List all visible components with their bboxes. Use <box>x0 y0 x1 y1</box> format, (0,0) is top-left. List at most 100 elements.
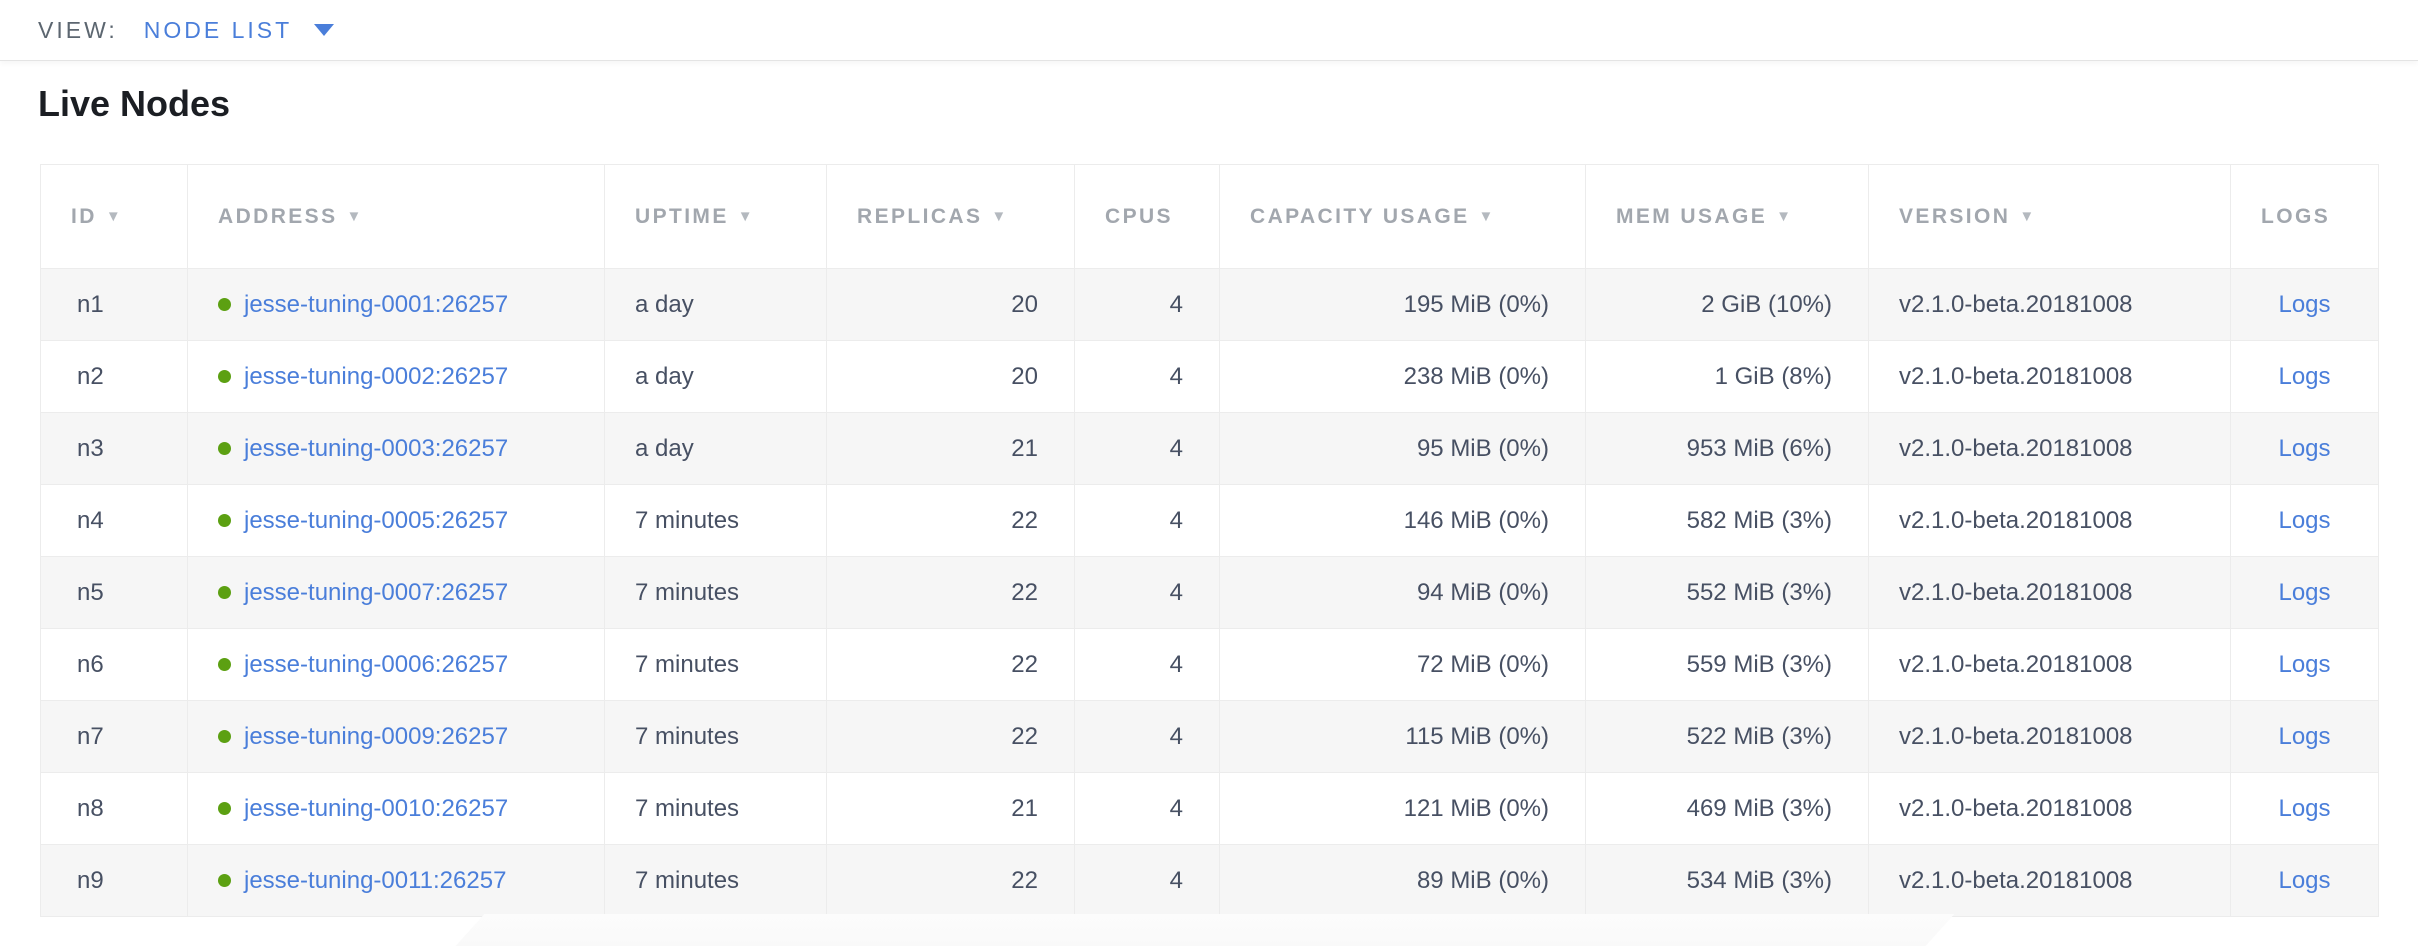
cell-address: jesse-tuning-0003:26257 <box>187 412 605 485</box>
node-address-link[interactable]: jesse-tuning-0003:26257 <box>244 434 509 462</box>
logs-link[interactable]: Logs <box>2278 866 2331 894</box>
cell-replicas: 22 <box>826 628 1075 701</box>
node-address-link[interactable]: jesse-tuning-0011:26257 <box>244 866 507 894</box>
cell-address: jesse-tuning-0002:26257 <box>187 340 605 413</box>
column-header-address[interactable]: ADDRESS ▼ <box>187 164 605 269</box>
cell-address: jesse-tuning-0007:26257 <box>187 556 605 629</box>
cell-capacity_usage: 121 MiB (0%) <box>1219 772 1586 845</box>
cell-capacity_usage: 72 MiB (0%) <box>1219 628 1586 701</box>
cell-capacity_usage: 89 MiB (0%) <box>1219 844 1586 917</box>
cell-capacity_usage: 146 MiB (0%) <box>1219 484 1586 557</box>
logs-link[interactable]: Logs <box>2278 290 2331 318</box>
cell-replicas: 22 <box>826 844 1075 917</box>
column-header-mem_usage[interactable]: MEM USAGE ▼ <box>1585 164 1869 269</box>
column-label: LOGS <box>2261 204 2331 228</box>
cell-id: n8 <box>40 772 188 845</box>
table-row: n9 jesse-tuning-0011:26257 7 minutes 22 4 89 … <box>40 844 2379 917</box>
cell-logs: Logs <box>2230 772 2379 845</box>
cell-id: n4 <box>40 484 188 557</box>
table-row: n1 jesse-tuning-0001:26257 a day 20 4 195 MiB… <box>40 268 2379 341</box>
cell-uptime: a day <box>604 340 827 413</box>
cell-logs: Logs <box>2230 844 2379 917</box>
column-label: REPLICAS <box>857 204 983 228</box>
cell-logs: Logs <box>2230 556 2379 629</box>
cell-uptime: 7 minutes <box>604 484 827 557</box>
node-address-link[interactable]: jesse-tuning-0006:26257 <box>244 650 509 678</box>
node-status-healthy-icon <box>218 513 231 527</box>
column-label: ADDRESS <box>218 204 338 228</box>
logs-link[interactable]: Logs <box>2278 722 2331 750</box>
cell-version: v2.1.0-beta.20181008 <box>1868 268 2231 341</box>
bottom-shadow-decoration <box>455 914 1955 946</box>
live-nodes-table: ID ▼ ADDRESS ▼ UPTIME ▼ REPLICAS ▼ CPUS CAPACITY … <box>40 164 2379 917</box>
cell-id: n7 <box>40 700 188 773</box>
node-address-link[interactable]: jesse-tuning-0001:26257 <box>244 290 509 318</box>
node-address-link[interactable]: jesse-tuning-0010:26257 <box>244 794 509 822</box>
cell-logs: Logs <box>2230 484 2379 557</box>
logs-link[interactable]: Logs <box>2278 506 2331 534</box>
node-address-link[interactable]: jesse-tuning-0005:26257 <box>244 506 509 534</box>
sort-caret-icon: ▼ <box>105 207 124 225</box>
node-status-healthy-icon <box>218 801 231 815</box>
cell-logs: Logs <box>2230 412 2379 485</box>
cell-replicas: 21 <box>826 412 1075 485</box>
node-status-healthy-icon <box>218 297 231 311</box>
node-address-link[interactable]: jesse-tuning-0007:26257 <box>244 578 509 606</box>
table-row: n2 jesse-tuning-0002:26257 a day 20 4 238 MiB… <box>40 340 2379 413</box>
column-header-replicas[interactable]: REPLICAS ▼ <box>826 164 1075 269</box>
table-row: n4 jesse-tuning-0005:26257 7 minutes 22 4 146… <box>40 484 2379 557</box>
cell-mem_usage: 2 GiB (10%) <box>1585 268 1869 341</box>
column-header-uptime[interactable]: UPTIME ▼ <box>604 164 827 269</box>
node-address-link[interactable]: jesse-tuning-0002:26257 <box>244 362 509 390</box>
logs-link[interactable]: Logs <box>2278 434 2331 462</box>
cell-id: n3 <box>40 412 188 485</box>
cell-version: v2.1.0-beta.20181008 <box>1868 628 2231 701</box>
node-address-link[interactable]: jesse-tuning-0009:26257 <box>244 722 509 750</box>
cell-mem_usage: 953 MiB (6%) <box>1585 412 1869 485</box>
cell-address: jesse-tuning-0006:26257 <box>187 628 605 701</box>
cell-uptime: a day <box>604 412 827 485</box>
cell-cpus: 4 <box>1074 556 1220 629</box>
cell-uptime: 7 minutes <box>604 556 827 629</box>
cell-id: n5 <box>40 556 188 629</box>
cell-uptime: 7 minutes <box>604 844 827 917</box>
cell-id: n6 <box>40 628 188 701</box>
table-row: n6 jesse-tuning-0006:26257 7 minutes 22 4 72 … <box>40 628 2379 701</box>
cell-address: jesse-tuning-0001:26257 <box>187 268 605 341</box>
node-status-healthy-icon <box>218 585 231 599</box>
cell-capacity_usage: 115 MiB (0%) <box>1219 700 1586 773</box>
column-label: UPTIME <box>635 204 729 228</box>
cell-version: v2.1.0-beta.20181008 <box>1868 700 2231 773</box>
chevron-down-icon <box>314 24 335 36</box>
logs-link[interactable]: Logs <box>2278 362 2331 390</box>
node-status-healthy-icon <box>218 369 231 383</box>
cell-uptime: 7 minutes <box>604 772 827 845</box>
sort-caret-icon: ▼ <box>991 207 1009 225</box>
view-selected-value: NODE LIST <box>143 16 293 43</box>
cell-id: n2 <box>40 340 188 413</box>
node-status-healthy-icon <box>218 729 231 743</box>
cell-cpus: 4 <box>1074 700 1220 773</box>
cell-logs: Logs <box>2230 700 2379 773</box>
cell-uptime: 7 minutes <box>604 700 827 773</box>
column-header-capacity_usage[interactable]: CAPACITY USAGE ▼ <box>1219 164 1586 269</box>
cell-id: n9 <box>40 844 188 917</box>
live-nodes-table-container: ID ▼ ADDRESS ▼ UPTIME ▼ REPLICAS ▼ CPUS CAPACITY … <box>40 164 2379 917</box>
column-label: MEM USAGE <box>1616 204 1768 228</box>
column-header-id[interactable]: ID ▼ <box>40 164 188 269</box>
logs-link[interactable]: Logs <box>2278 650 2331 678</box>
cell-logs: Logs <box>2230 340 2379 413</box>
logs-link[interactable]: Logs <box>2278 794 2331 822</box>
column-label: VERSION <box>1899 204 2011 228</box>
cell-capacity_usage: 238 MiB (0%) <box>1219 340 1586 413</box>
column-header-cpus: CPUS <box>1074 164 1220 269</box>
cell-replicas: 22 <box>826 556 1075 629</box>
table-row: n3 jesse-tuning-0003:26257 a day 21 4 95 MiB … <box>40 412 2379 485</box>
cell-mem_usage: 534 MiB (3%) <box>1585 844 1869 917</box>
column-header-version[interactable]: VERSION ▼ <box>1868 164 2231 269</box>
cell-mem_usage: 522 MiB (3%) <box>1585 700 1869 773</box>
cell-replicas: 20 <box>826 340 1075 413</box>
logs-link[interactable]: Logs <box>2278 578 2331 606</box>
view-selector-dropdown[interactable]: NODE LIST <box>143 16 335 44</box>
page-title: Live Nodes <box>38 83 231 124</box>
